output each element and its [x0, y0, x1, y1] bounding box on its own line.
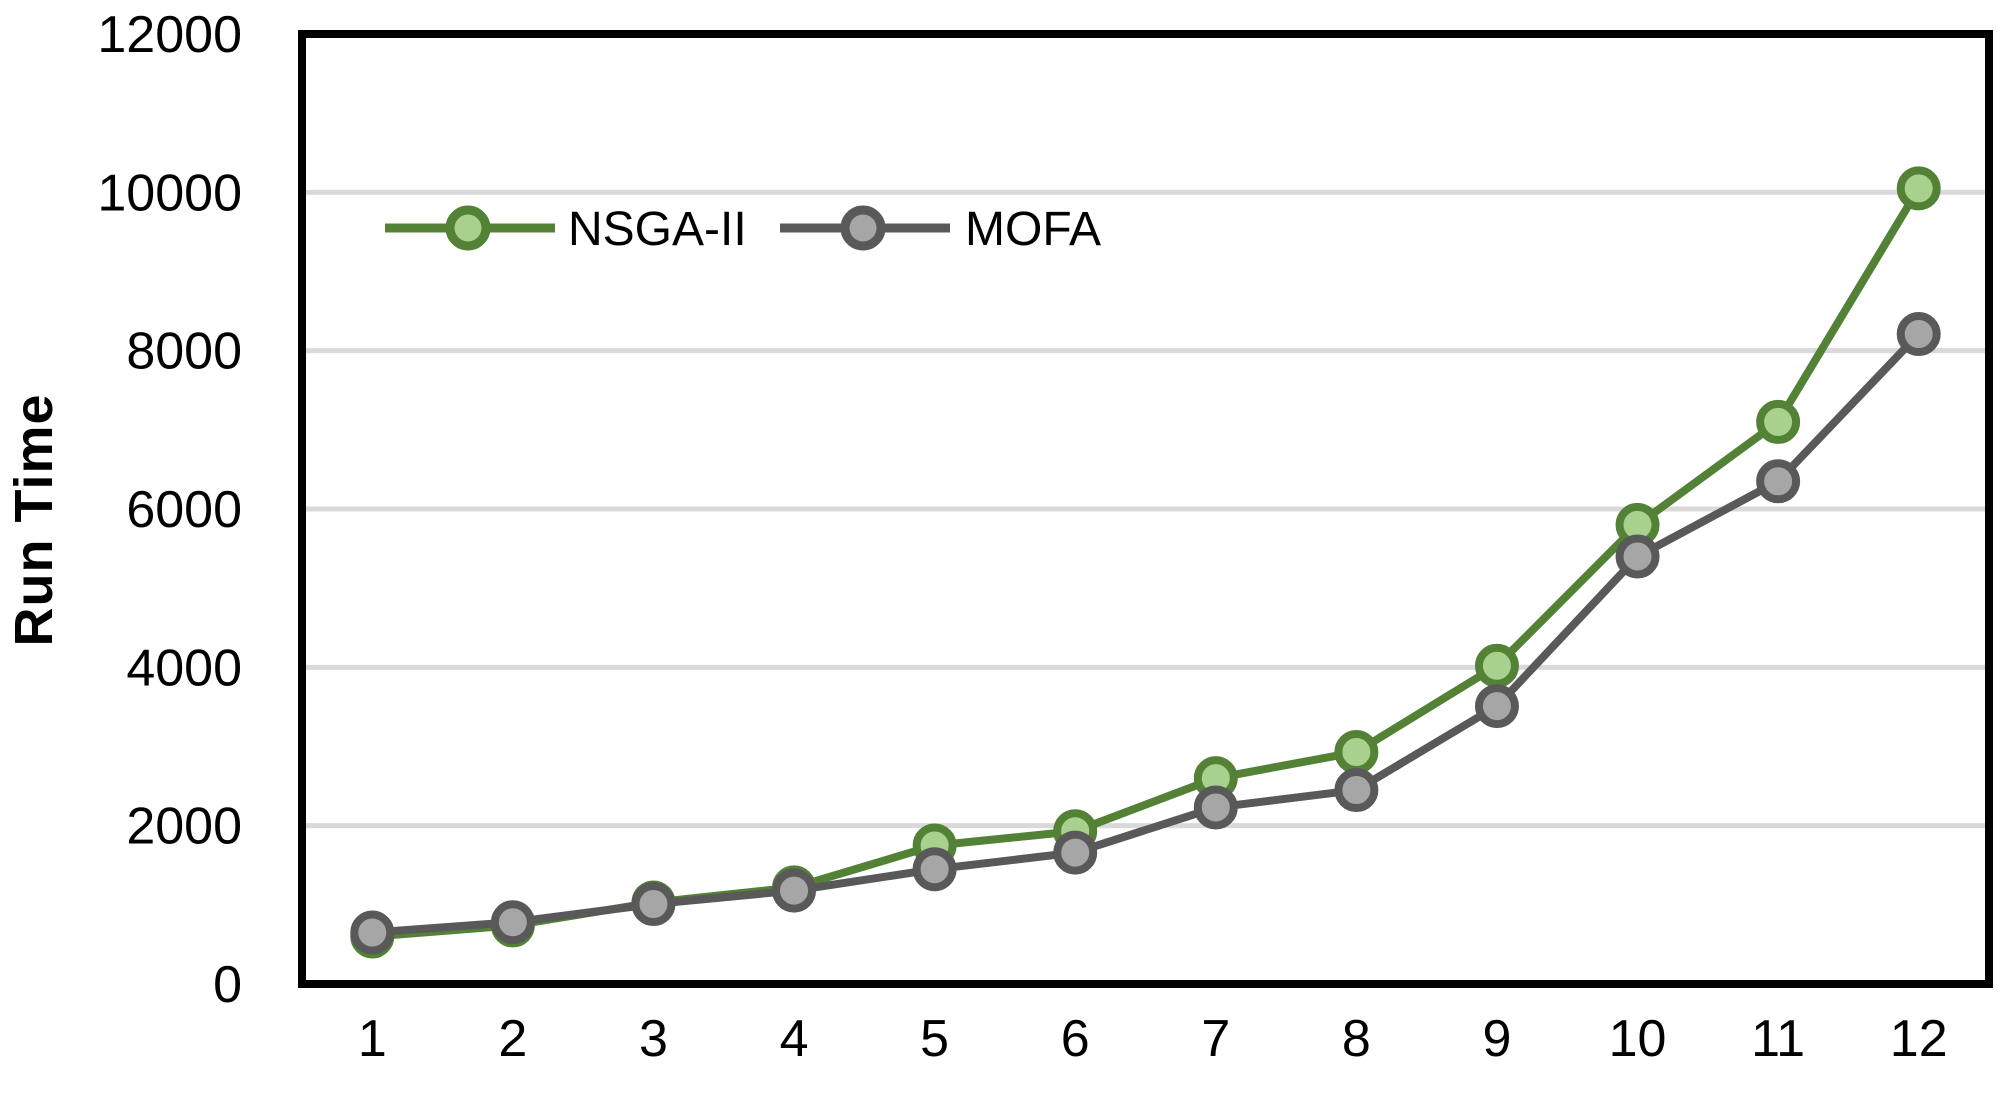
data-point-mofa-8: [1334, 768, 1379, 813]
legend-label-mofa: MOFA: [965, 203, 1101, 256]
x-tick-label-2: 2: [498, 1010, 527, 1068]
gridlines: [302, 189, 1989, 829]
data-point-mofa-5: [912, 847, 957, 892]
data-point-mofa-1: [350, 910, 395, 955]
data-point-mofa-10: [1615, 534, 1660, 579]
x-tick-label-8: 8: [1342, 1010, 1371, 1068]
y-tick-label-2000: 2000: [126, 798, 242, 856]
y-tick-label-12000: 12000: [97, 6, 242, 64]
data-point-mofa-11: [1756, 459, 1801, 504]
x-tick-label-10: 10: [1609, 1010, 1667, 1068]
x-tick-label-1: 1: [358, 1010, 387, 1068]
x-tick-label-11: 11: [1751, 1010, 1805, 1068]
y-tick-label-4000: 4000: [126, 639, 242, 697]
data-point-mofa-7: [1193, 785, 1238, 830]
data-point-mofa-6: [1053, 830, 1098, 875]
legend-label-nsga-ii: NSGA-II: [568, 203, 747, 256]
y-tick-label-6000: 6000: [126, 481, 242, 539]
x-tick-label-9: 9: [1482, 1010, 1511, 1068]
data-point-mofa-3: [631, 882, 676, 927]
data-point-nsga-ii-12: [1896, 166, 1941, 211]
legend-marker-nsga-ii: [445, 205, 491, 251]
data-point-mofa-9: [1474, 684, 1519, 729]
data-point-mofa-2: [490, 900, 535, 945]
x-tick-label-12: 12: [1890, 1010, 1948, 1068]
data-point-nsga-ii-11: [1756, 399, 1801, 444]
series-layer: [350, 166, 1941, 959]
y-axis-tick-labels: 0 2000 4000 6000 8000 10000 12000: [97, 6, 242, 1014]
x-tick-label-7: 7: [1201, 1010, 1230, 1068]
x-tick-label-6: 6: [1061, 1010, 1090, 1068]
y-tick-label-8000: 8000: [126, 323, 242, 381]
x-tick-label-5: 5: [920, 1010, 949, 1068]
data-point-mofa-12: [1896, 312, 1941, 357]
data-point-mofa-4: [772, 868, 817, 913]
y-axis-title: Run Time: [4, 393, 64, 646]
plot-border: [298, 30, 1993, 988]
data-point-nsga-ii-8: [1334, 730, 1379, 775]
y-tick-label-10000: 10000: [97, 164, 242, 222]
data-point-nsga-ii-9: [1474, 643, 1519, 688]
x-axis-tick-labels: 1 2 3 4 5 6 7 8 9 10 11 12: [358, 1010, 1948, 1068]
x-tick-label-4: 4: [780, 1010, 809, 1068]
series-line-mofa: [368, 330, 1923, 937]
legend: NSGA-II MOFA: [385, 203, 1101, 256]
y-tick-label-0: 0: [213, 956, 242, 1014]
x-tick-label-3: 3: [639, 1010, 668, 1068]
legend-marker-mofa: [840, 205, 886, 251]
